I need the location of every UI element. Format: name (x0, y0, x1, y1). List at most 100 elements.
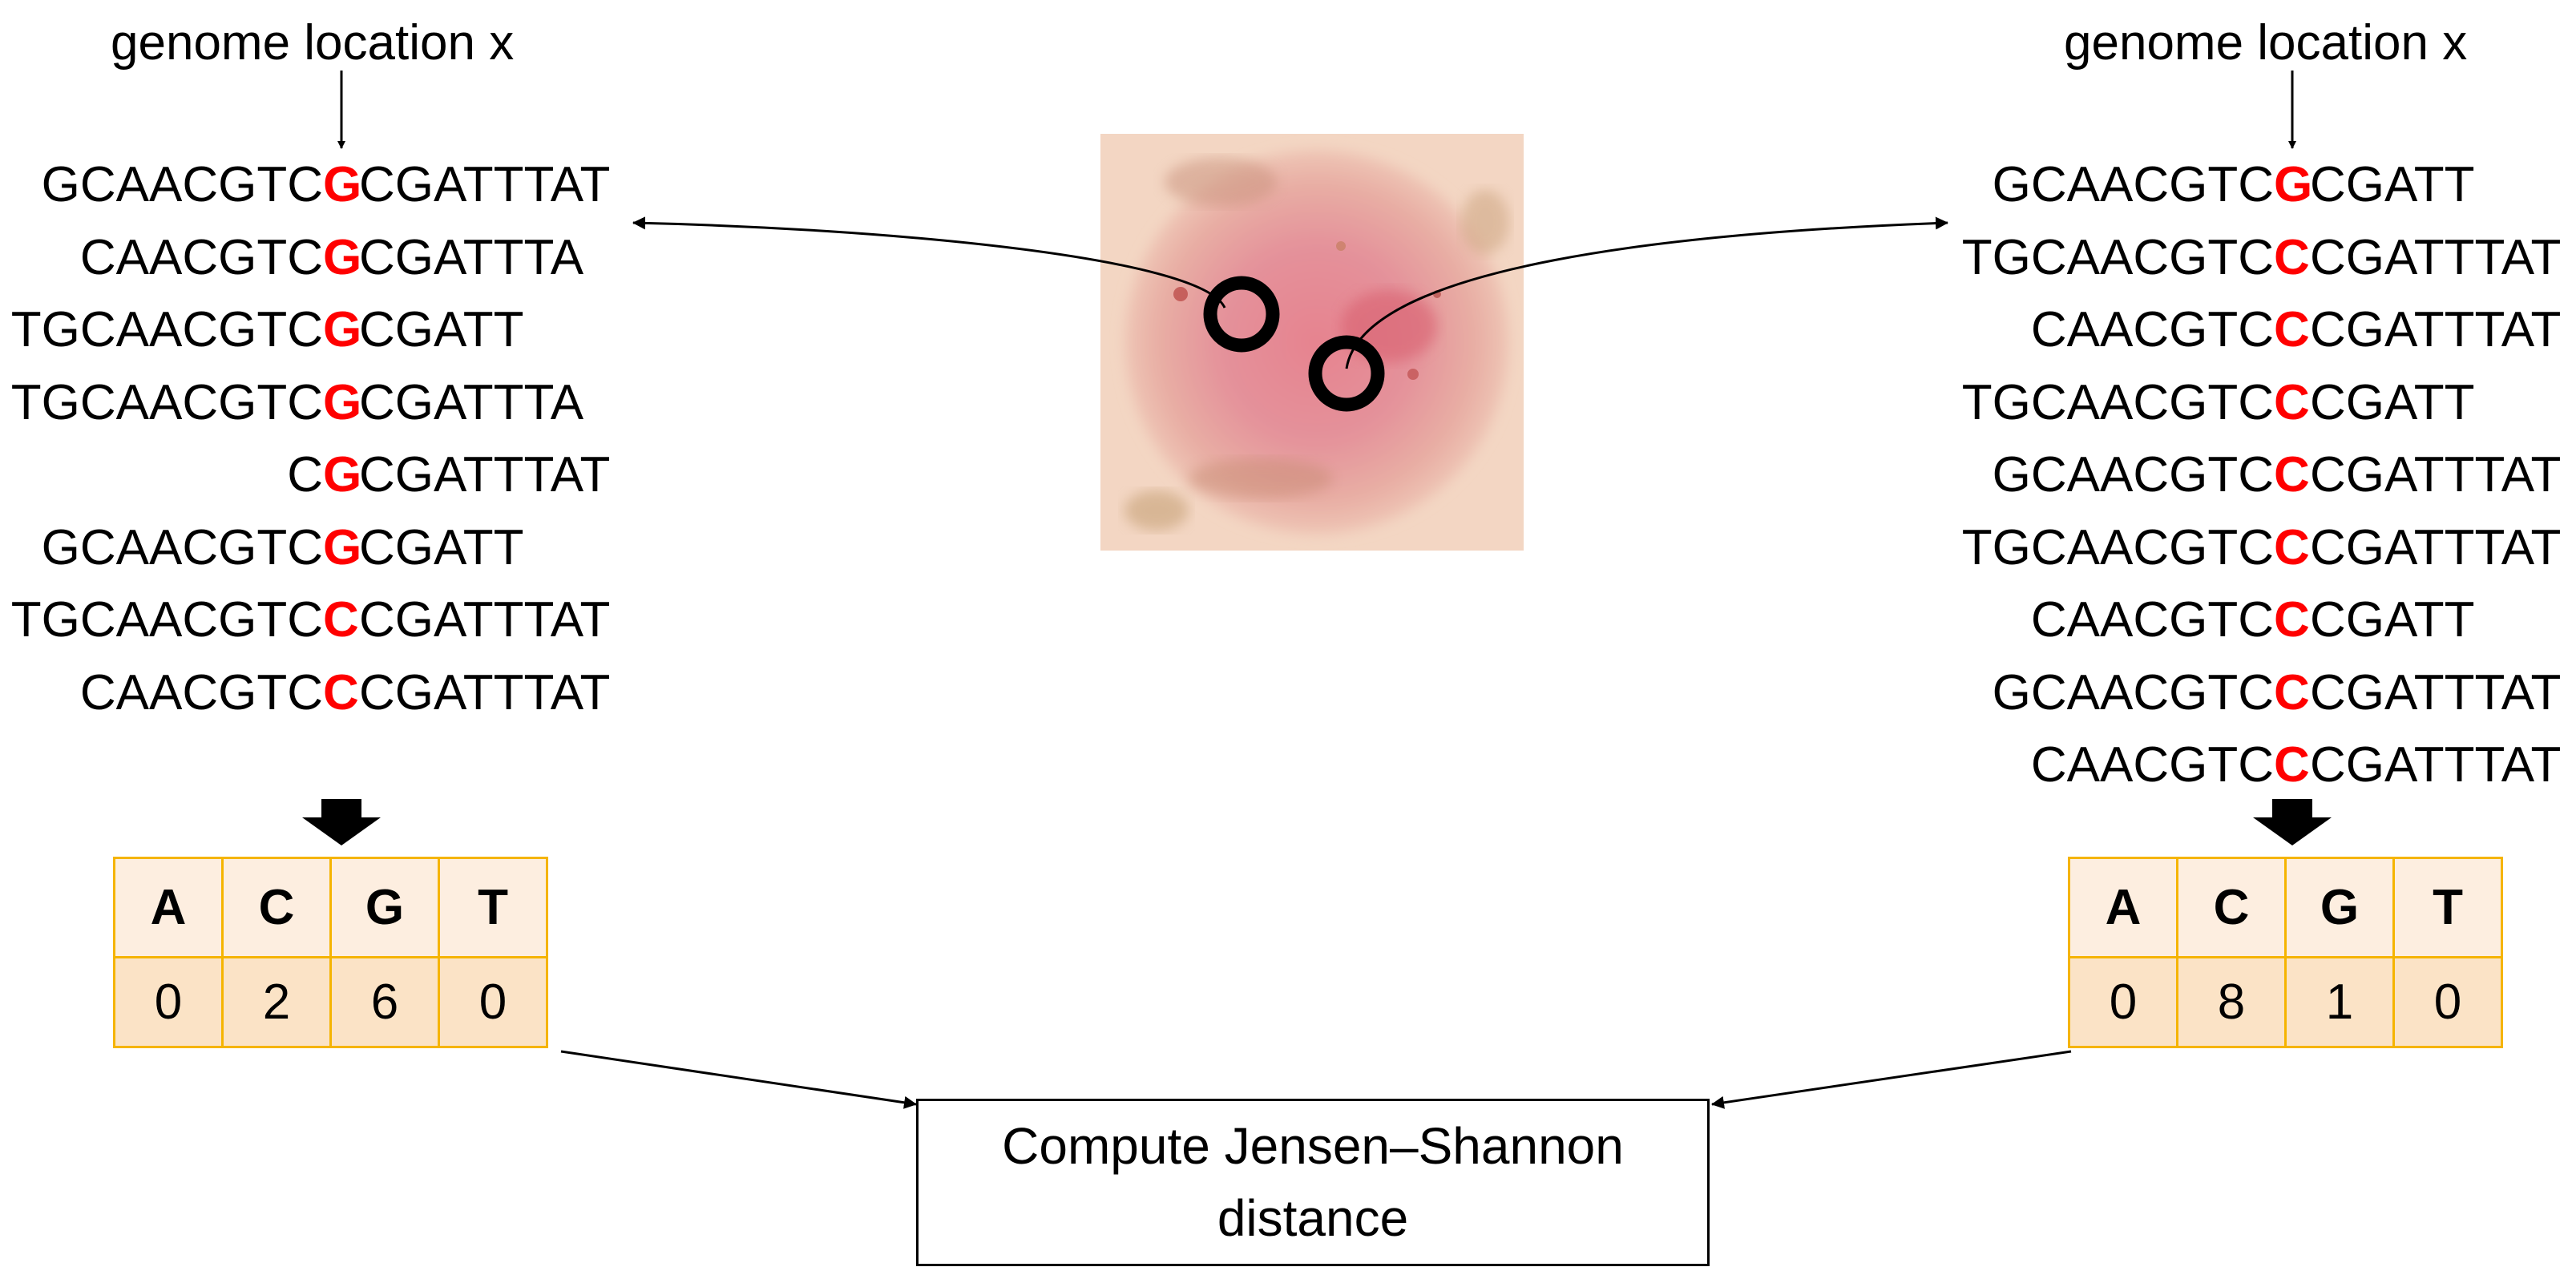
read-snp-base: C (2274, 519, 2310, 575)
read-snp-base: G (323, 229, 362, 285)
left-sample-circle (1203, 276, 1280, 353)
read-snp-base: C (2274, 664, 2310, 720)
read-snp-base: G (323, 157, 362, 212)
read-snp-base: G (323, 519, 362, 575)
sequence-read: TGCAACGTC C CGATTTAT (0, 229, 2576, 289)
read-suffix: CGATTTA (359, 374, 584, 430)
left-to-result-arrow (560, 1050, 917, 1109)
count-cell-c: 8 (2176, 956, 2287, 1048)
sequence-read: TGCAACGTC C CGATT (0, 374, 2576, 434)
sequence-read: CAACGTC C CGATTTAT (0, 305, 2576, 361)
read-suffix: CGATTTAT (2310, 519, 2562, 575)
sequence-read: TGCAACGTC G CGATT (0, 305, 2576, 361)
right-location-label: genome location x (2064, 15, 2468, 71)
read-prefix: TGCAACGTC (1961, 374, 2274, 430)
read-prefix: TGCAACGTC (10, 374, 323, 430)
right-sample-circle (1308, 335, 1385, 412)
read-snp-base: G (323, 302, 362, 357)
read-suffix: CGATTTAT (359, 157, 611, 212)
sequence-read: GCAACGTC G CGATTTAT (0, 160, 2576, 216)
read-snp-base: C (2274, 302, 2310, 357)
read-suffix: CGATTTAT (2310, 664, 2562, 720)
read-suffix: CGATTTAT (2310, 302, 2562, 357)
right-to-result-arrow (1711, 1050, 2072, 1109)
sequence-read: GCAACGTC G CGATT (0, 523, 2576, 579)
header-cell-t: T (2392, 857, 2503, 958)
count-cell-g: 1 (2284, 956, 2395, 1048)
read-suffix: CGATTTAT (359, 592, 611, 648)
read-suffix: CGATTTAT (359, 664, 611, 720)
sequence-read: CAACGTC G CGATTTA (0, 229, 2576, 289)
read-suffix: CGATT (2310, 592, 2475, 648)
sequence-read: CAACGTC C CGATTTAT (0, 740, 2576, 797)
sequence-read: GCAACGTC C CGATTTAT (0, 450, 2576, 506)
read-snp-base: C (2274, 592, 2310, 648)
result-line-1: Compute Jensen–Shannon (1002, 1116, 1624, 1175)
read-snp-base: C (323, 664, 359, 720)
sequence-read: GCAACGTC C CGATTTAT (0, 668, 2576, 724)
jensen-shannon-box: Compute Jensen–Shannon distance (916, 1099, 1710, 1266)
header-cell-g: G (2284, 857, 2395, 958)
read-prefix: CAACGTC (2030, 592, 2274, 648)
read-suffix: CGATT (2310, 157, 2475, 212)
left-sample-curve (632, 216, 1226, 309)
read-suffix: CGATTTAT (359, 447, 611, 502)
read-snp-base: C (2274, 737, 2310, 793)
read-suffix: CGATT (359, 519, 524, 575)
sequence-read: CAACGTC C CGATT (0, 595, 2576, 652)
left-down-arrow (302, 799, 381, 845)
read-snp-base: G (2274, 157, 2313, 212)
header-cell-a: A (2068, 857, 2178, 958)
read-prefix: GCAACGTC (1992, 447, 2274, 502)
sequence-read: TGCAACGTC G CGATTTA (0, 374, 2576, 434)
right-sample-curve (1345, 216, 1948, 369)
left-count-table: A C G T 0 2 6 0 (113, 857, 548, 1048)
sequence-read: GCAACGTC G CGATT (0, 160, 2576, 216)
read-prefix: CAACGTC (2030, 302, 2274, 357)
read-snp-base: G (323, 374, 362, 430)
read-prefix: TGCAACGTC (1961, 519, 2274, 575)
count-cell-g: 6 (329, 956, 440, 1048)
read-suffix: CGATTTA (359, 229, 584, 285)
left-location-label: genome location x (111, 15, 515, 71)
read-prefix: TGCAACGTC (1961, 229, 2274, 285)
header-cell-c: C (221, 857, 332, 958)
read-snp-base: C (2274, 447, 2310, 502)
read-snp-base: C (2274, 374, 2310, 430)
header-cell-c: C (2176, 857, 2287, 958)
header-cell-t: T (438, 857, 548, 958)
count-cell-a: 0 (113, 956, 224, 1048)
skin-lesion-photo (1100, 134, 1524, 551)
read-snp-base: C (2274, 229, 2310, 285)
sequence-read: TGCAACGTC C CGATTTAT (0, 523, 2576, 579)
count-cell-t: 0 (2392, 956, 2503, 1048)
read-suffix: CGATT (359, 302, 524, 357)
count-cell-t: 0 (438, 956, 548, 1048)
read-snp-base: G (323, 447, 362, 502)
read-suffix: CGATTTAT (2310, 447, 2562, 502)
read-prefix: GCAACGTC (1992, 664, 2274, 720)
read-prefix: GCAACGTC (41, 519, 323, 575)
read-suffix: CGATTTAT (2310, 737, 2562, 793)
read-suffix: CGATT (2310, 374, 2475, 430)
read-prefix: CAACGTC (2030, 737, 2274, 793)
sequence-read: C G CGATTTAT (0, 450, 2576, 506)
count-cell-a: 0 (2068, 956, 2178, 1048)
read-prefix: CAACGTC (79, 229, 323, 285)
sequence-read: CAACGTC C CGATTTAT (0, 668, 2576, 724)
header-cell-a: A (113, 857, 224, 958)
header-cell-g: G (329, 857, 440, 958)
read-prefix: GCAACGTC (1992, 157, 2274, 212)
sequence-read: TGCAACGTC C CGATTTAT (0, 595, 2576, 652)
result-line-2: distance (1217, 1188, 1409, 1247)
right-count-table: A C G T 0 8 1 0 (2068, 857, 2503, 1048)
read-suffix: CGATTTAT (2310, 229, 2562, 285)
read-prefix: C (287, 447, 323, 502)
read-prefix: TGCAACGTC (10, 302, 323, 357)
read-prefix: CAACGTC (79, 664, 323, 720)
read-snp-base: C (323, 592, 359, 648)
count-cell-c: 2 (221, 956, 332, 1048)
right-down-arrow (2253, 799, 2332, 845)
read-prefix: GCAACGTC (41, 157, 323, 212)
